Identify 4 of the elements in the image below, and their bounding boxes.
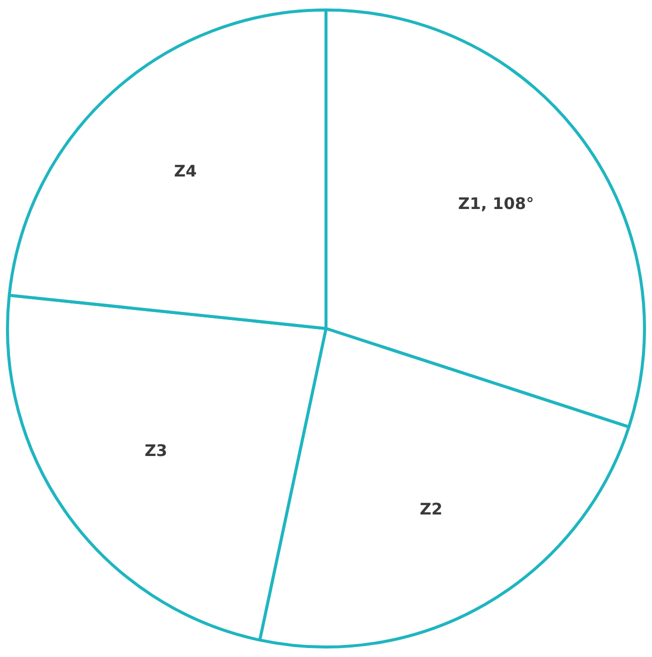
- slice-label: Z2: [420, 500, 442, 519]
- slice-label: Z4: [174, 161, 197, 180]
- slice-label: Z3: [144, 441, 168, 460]
- slice-label: Z1, 108°: [458, 194, 534, 214]
